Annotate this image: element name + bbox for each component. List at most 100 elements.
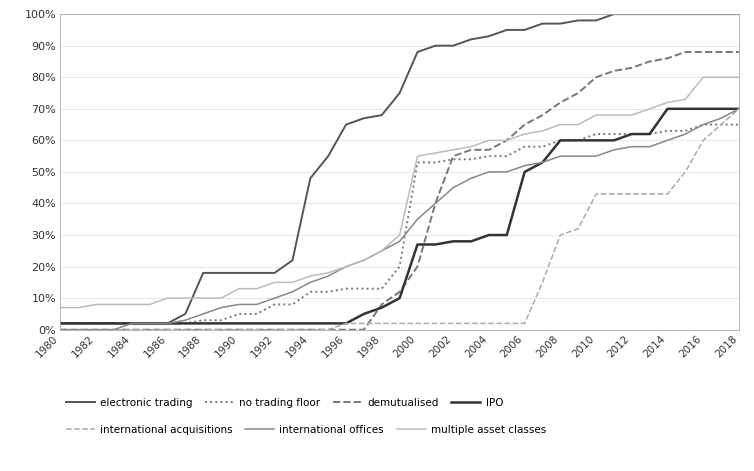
no trading floor bbox=[538, 144, 547, 149]
international offices bbox=[645, 144, 654, 149]
international offices bbox=[520, 163, 529, 169]
multiple asset classes bbox=[323, 270, 333, 276]
demutualised bbox=[163, 327, 172, 333]
IPO bbox=[360, 311, 369, 317]
multiple asset classes bbox=[56, 305, 65, 310]
no trading floor bbox=[592, 131, 601, 137]
no trading floor bbox=[306, 289, 315, 295]
no trading floor bbox=[288, 301, 297, 307]
international acquisitions bbox=[609, 191, 618, 197]
no trading floor bbox=[198, 317, 207, 323]
electronic trading bbox=[574, 17, 583, 23]
demutualised bbox=[449, 153, 458, 159]
electronic trading bbox=[56, 321, 65, 326]
international offices bbox=[181, 317, 190, 323]
international offices bbox=[91, 327, 100, 333]
multiple asset classes bbox=[342, 264, 351, 269]
IPO bbox=[431, 242, 440, 247]
multiple asset classes bbox=[502, 138, 511, 143]
no trading floor bbox=[413, 160, 422, 165]
demutualised bbox=[663, 56, 672, 61]
international offices bbox=[449, 185, 458, 190]
international offices bbox=[360, 258, 369, 263]
IPO bbox=[467, 238, 476, 244]
multiple asset classes bbox=[484, 138, 493, 143]
electronic trading bbox=[253, 270, 262, 276]
international offices bbox=[270, 295, 279, 301]
IPO bbox=[234, 321, 244, 326]
no trading floor bbox=[467, 156, 476, 162]
electronic trading bbox=[520, 27, 529, 33]
multiple asset classes bbox=[520, 131, 529, 137]
IPO bbox=[592, 138, 601, 143]
international offices bbox=[395, 238, 404, 244]
international offices bbox=[216, 305, 225, 310]
Line: no trading floor: no trading floor bbox=[60, 124, 739, 324]
Line: multiple asset classes: multiple asset classes bbox=[60, 77, 739, 308]
international acquisitions bbox=[163, 327, 172, 333]
Line: international acquisitions: international acquisitions bbox=[60, 109, 739, 330]
multiple asset classes bbox=[627, 112, 636, 118]
IPO bbox=[395, 295, 404, 301]
international acquisitions bbox=[520, 321, 529, 326]
no trading floor bbox=[74, 321, 83, 326]
IPO bbox=[520, 169, 529, 175]
electronic trading bbox=[91, 321, 100, 326]
Line: electronic trading: electronic trading bbox=[60, 14, 739, 324]
IPO bbox=[716, 106, 725, 112]
international offices bbox=[699, 122, 708, 127]
no trading floor bbox=[91, 321, 100, 326]
multiple asset classes bbox=[449, 147, 458, 153]
demutualised bbox=[699, 49, 708, 55]
international offices bbox=[502, 169, 511, 175]
multiple asset classes bbox=[556, 122, 565, 127]
international acquisitions bbox=[627, 191, 636, 197]
multiple asset classes bbox=[74, 305, 83, 310]
demutualised bbox=[198, 327, 207, 333]
multiple asset classes bbox=[574, 122, 583, 127]
IPO bbox=[109, 321, 118, 326]
international acquisitions bbox=[306, 327, 315, 333]
IPO bbox=[288, 321, 297, 326]
Line: demutualised: demutualised bbox=[60, 52, 739, 330]
demutualised bbox=[216, 327, 225, 333]
international offices bbox=[74, 327, 83, 333]
IPO bbox=[216, 321, 225, 326]
international offices bbox=[484, 169, 493, 175]
IPO bbox=[145, 321, 154, 326]
IPO bbox=[342, 321, 351, 326]
IPO bbox=[681, 106, 690, 112]
international acquisitions bbox=[395, 321, 404, 326]
electronic trading bbox=[627, 11, 636, 17]
multiple asset classes bbox=[592, 112, 601, 118]
demutualised bbox=[645, 59, 654, 65]
electronic trading bbox=[395, 90, 404, 96]
international offices bbox=[574, 153, 583, 159]
multiple asset classes bbox=[127, 301, 136, 307]
electronic trading bbox=[234, 270, 244, 276]
electronic trading bbox=[306, 175, 315, 181]
international offices bbox=[253, 301, 262, 307]
multiple asset classes bbox=[163, 295, 172, 301]
electronic trading bbox=[360, 115, 369, 121]
multiple asset classes bbox=[253, 286, 262, 292]
international offices bbox=[592, 153, 601, 159]
multiple asset classes bbox=[109, 301, 118, 307]
international acquisitions bbox=[538, 279, 547, 285]
no trading floor bbox=[716, 122, 725, 127]
international acquisitions bbox=[449, 321, 458, 326]
demutualised bbox=[127, 327, 136, 333]
no trading floor bbox=[181, 321, 190, 326]
multiple asset classes bbox=[716, 74, 725, 80]
international acquisitions bbox=[467, 321, 476, 326]
international acquisitions bbox=[74, 327, 83, 333]
demutualised bbox=[467, 147, 476, 153]
no trading floor bbox=[342, 286, 351, 292]
multiple asset classes bbox=[270, 279, 279, 285]
no trading floor bbox=[645, 131, 654, 137]
international offices bbox=[716, 115, 725, 121]
international acquisitions bbox=[716, 122, 725, 127]
multiple asset classes bbox=[181, 295, 190, 301]
demutualised bbox=[323, 327, 333, 333]
demutualised bbox=[377, 301, 386, 307]
